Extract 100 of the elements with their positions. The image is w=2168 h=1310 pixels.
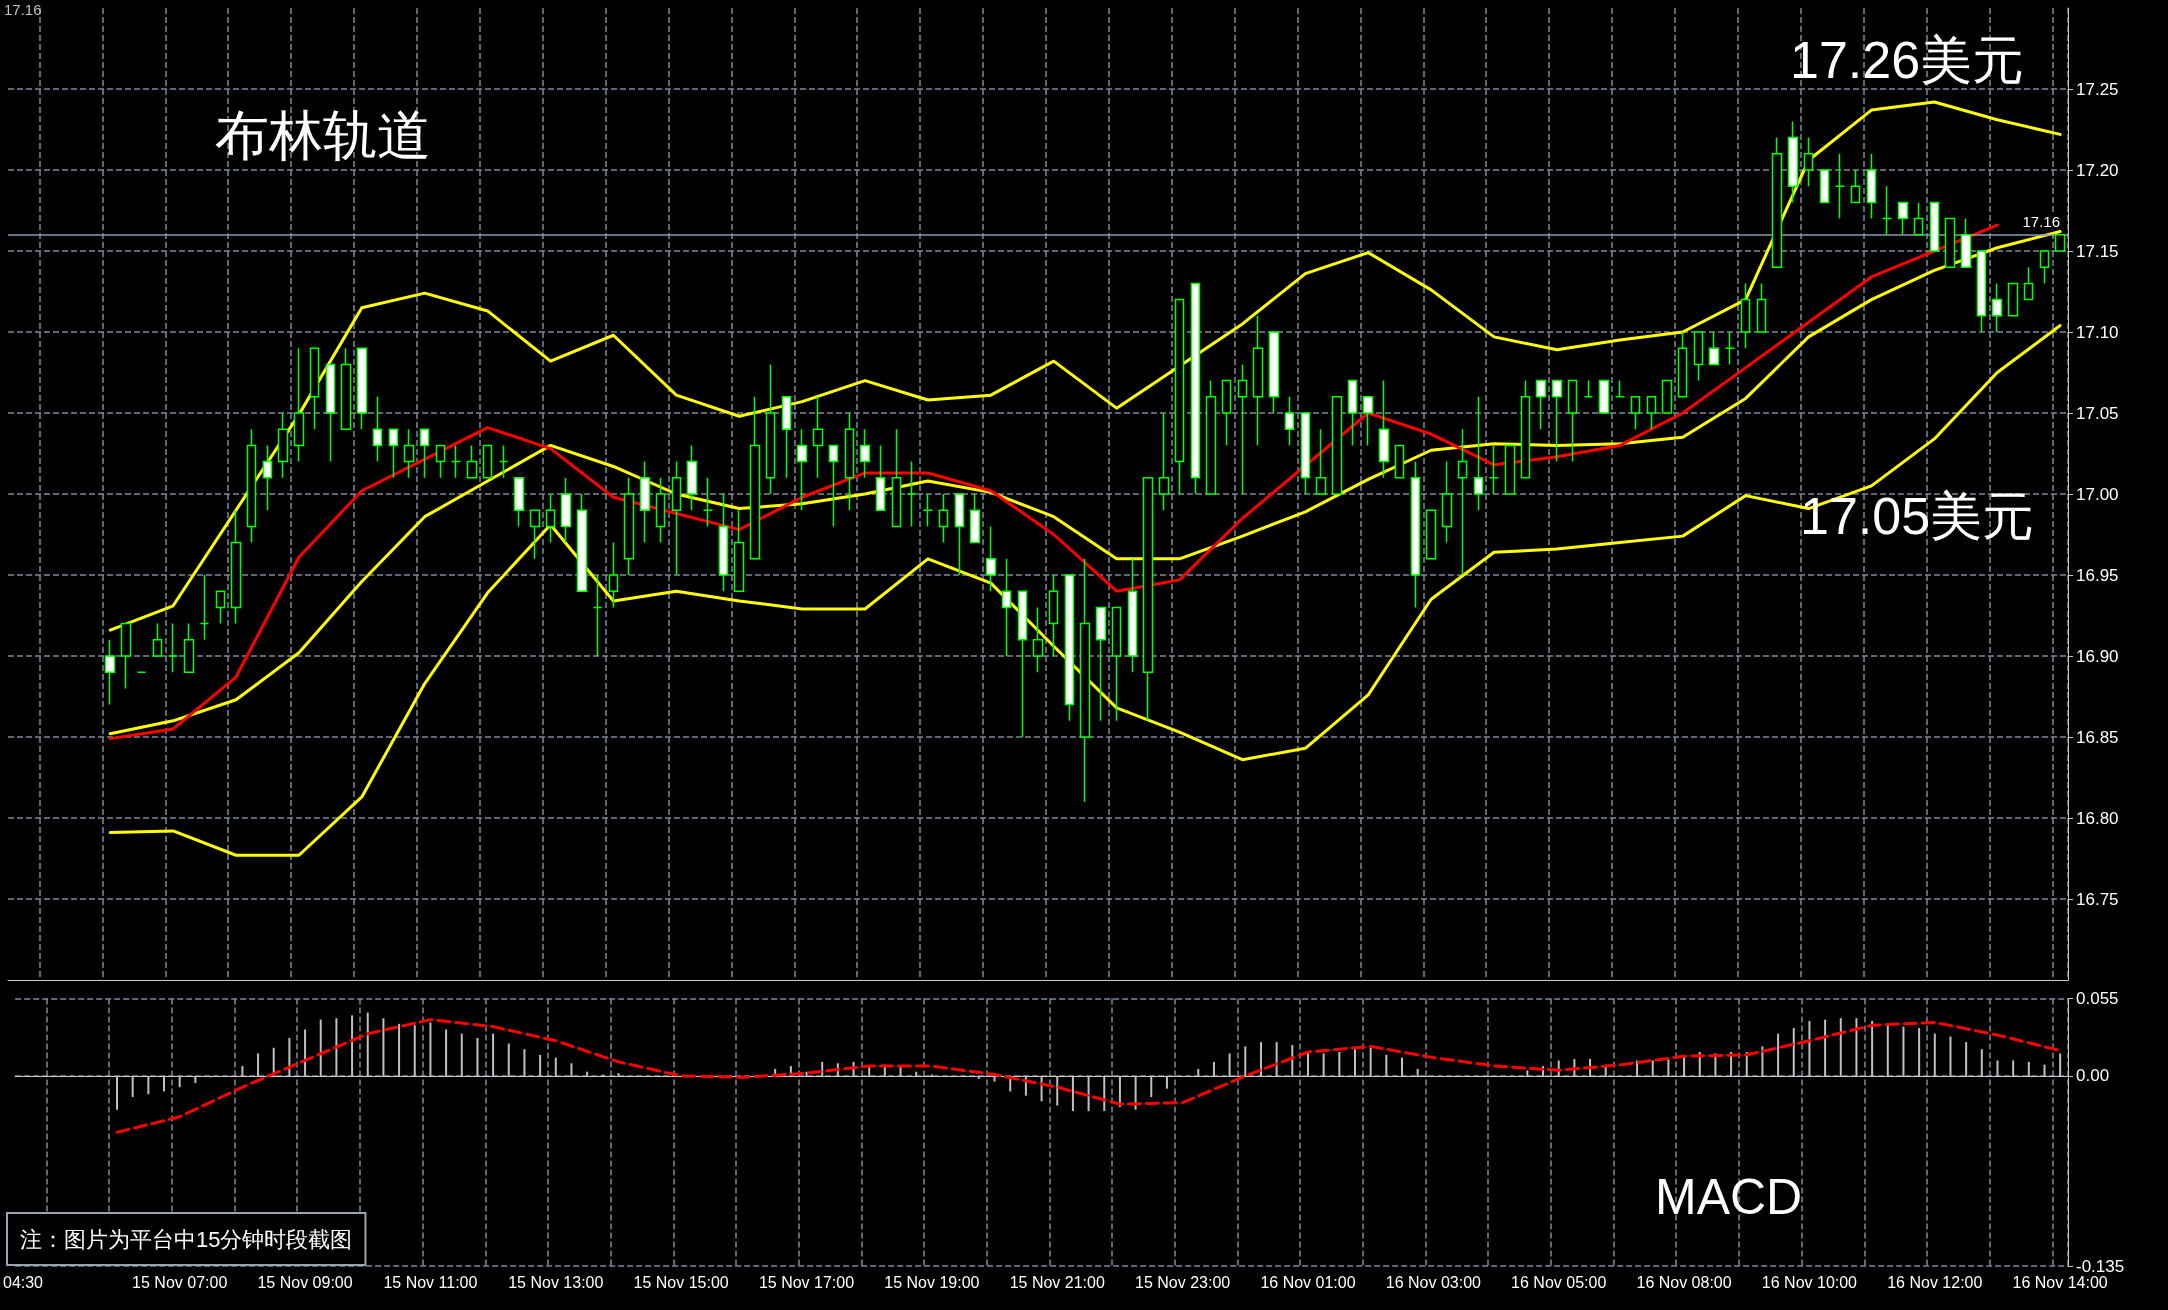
annotation: 17.05美元 [1800,487,2035,545]
candlestick [2007,282,2019,317]
x-tick-label: 15 Nov 11:00 [383,1273,478,1291]
candlestick [183,622,195,673]
y-tick-label: 16.85 [2076,727,2119,747]
candlestick [1284,396,1295,447]
candlestick [623,477,635,576]
candlestick [1960,217,1972,268]
candlestick [938,493,949,544]
candlestick [1064,574,1075,722]
candlestick [1488,444,1500,495]
candlestick [1237,363,1248,495]
candlestick [686,444,698,511]
y-tick-label: 17.10 [2076,322,2119,342]
x-tick-label: 16 Nov 01:00 [1260,1273,1356,1291]
candlestick [1520,379,1531,479]
candlestick [1410,460,1421,609]
ref-line-label: 17.16 [2022,212,2060,230]
candlestick [1001,558,1012,657]
candlestick [1158,412,1170,511]
candlestick [246,428,257,544]
candlestick [513,477,525,528]
candlestick [372,396,383,463]
candlestick [167,622,179,673]
candlestick [215,590,226,625]
candlestick [545,493,556,544]
y-tick-label: -0.135 [2076,1256,2125,1276]
candlestick [230,509,242,625]
candlestick [1598,379,1610,414]
candlestick [1661,379,1673,414]
candlestick [891,428,902,528]
candlestick [1819,169,1830,204]
candlestick [1771,136,1783,268]
y-tick-label: 16.95 [2076,565,2119,585]
candlestick [1378,379,1390,479]
candlestick [1017,590,1028,738]
candlestick [1347,379,1358,447]
candlestick [608,541,619,609]
x-tick-label: 15 Nov 15:00 [633,1273,729,1291]
candlestick [812,396,824,479]
candlestick [765,363,776,495]
candlestick [356,347,368,430]
candlestick [733,509,745,592]
candlestick [560,477,572,544]
candlestick [1551,379,1563,463]
candlestick [1268,331,1280,414]
candlestick [1646,396,1657,430]
candlestick [199,574,210,641]
candlestick [1457,428,1468,576]
candlestick [1850,169,1861,204]
candlestick [498,444,509,479]
y-tick-label: 17.00 [2076,484,2119,504]
candlestick [1252,315,1264,447]
x-tick-label: 16 Nov 08:00 [1636,1273,1732,1291]
candlestick [1740,282,1751,349]
y-tick-label: 17.15 [2076,241,2119,261]
candlestick [1315,428,1327,495]
candlestick [985,525,997,592]
candlestick [104,639,116,706]
candlestick [1803,136,1814,187]
candlestick [529,509,541,560]
y-tick-label: 17.05 [2076,403,2119,423]
y-tick-label: 16.75 [2076,889,2119,909]
candlestick [419,428,430,479]
candlestick [1929,201,1940,252]
candlestick [1142,477,1154,722]
x-tick-label: 15 Nov 07:00 [132,1273,228,1291]
candlestick [1425,509,1437,560]
candlestick [1473,396,1484,511]
candlestick [1441,460,1453,544]
candlestick [1079,558,1091,803]
x-tick-label: 04:30 [2,1273,44,1291]
candlestick [1708,331,1720,366]
candlestick [466,444,478,479]
x-tick-label: 15 Nov 21:00 [1009,1273,1105,1291]
line-series [108,100,2062,632]
annotation: 17.16 [4,1,42,18]
candlestick [1221,379,1232,447]
line-series [115,1018,2062,1134]
candlestick [844,412,855,511]
candlestick [1127,558,1138,673]
candlestick [1881,185,1893,236]
candlestick [2039,250,2050,285]
candlestick [1583,379,1594,398]
candlestick [1677,331,1688,398]
candlestick [1504,444,1516,495]
candlestick [1190,282,1201,495]
candlestick [1567,379,1578,463]
candlestick [1897,201,1909,236]
candlestick [435,444,446,479]
candlestick [1834,153,1846,220]
candlestick [655,477,666,544]
candlestick [1991,282,2003,333]
candlestick [450,444,462,479]
candlestick [309,347,320,430]
candlestick [1630,396,1641,430]
candlestick [639,460,651,544]
candlestick [718,493,729,592]
candlestick [1032,606,1044,673]
y-tick-label: 17.25 [2076,79,2119,99]
